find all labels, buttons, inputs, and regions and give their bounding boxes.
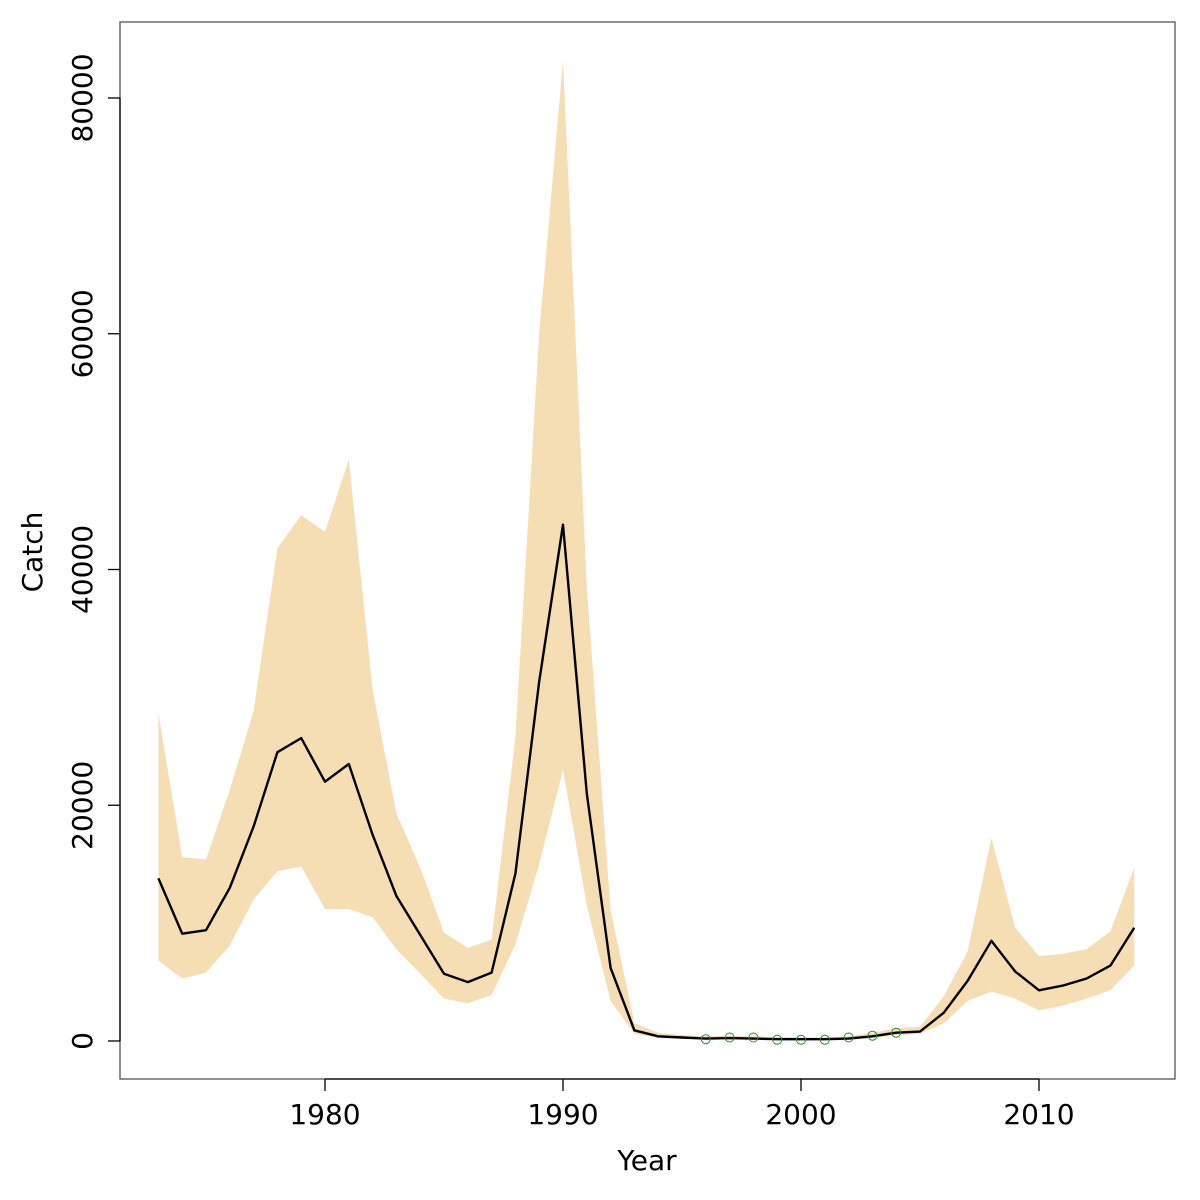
x-tick-label: 2010: [1003, 1098, 1074, 1131]
observed-point: [700, 1034, 711, 1045]
x-axis-title: Year: [616, 1144, 677, 1177]
observed-point: [867, 1030, 878, 1041]
y-axis: 0 20000 40000 60000 80000: [66, 53, 121, 1050]
y-tick-label: 20000: [66, 761, 99, 850]
observed-point: [748, 1032, 759, 1043]
x-tick-label: 2000: [765, 1098, 836, 1131]
y-tick-label: 40000: [66, 525, 99, 614]
observed-points: [700, 1027, 902, 1045]
y-tick-label: 0: [66, 1032, 99, 1050]
observed-point: [891, 1027, 902, 1038]
observed-point: [796, 1034, 806, 1045]
confidence-band: [158, 60, 1135, 1040]
y-axis-title: Catch: [16, 512, 49, 593]
band-area: [158, 60, 1135, 1040]
x-axis: 1980 1990 2000 2010: [289, 1078, 1075, 1131]
observed-point: [819, 1034, 830, 1045]
catch-line: [157, 523, 1136, 1041]
observed-point: [772, 1034, 783, 1045]
x-tick-label: 1990: [527, 1098, 598, 1131]
observed-point: [724, 1032, 735, 1043]
observed-point: [843, 1032, 854, 1043]
catch-line-series: [157, 523, 1136, 1041]
y-tick-label: 60000: [66, 289, 99, 378]
x-tick-label: 1980: [289, 1098, 360, 1131]
y-tick-label: 80000: [66, 53, 99, 142]
